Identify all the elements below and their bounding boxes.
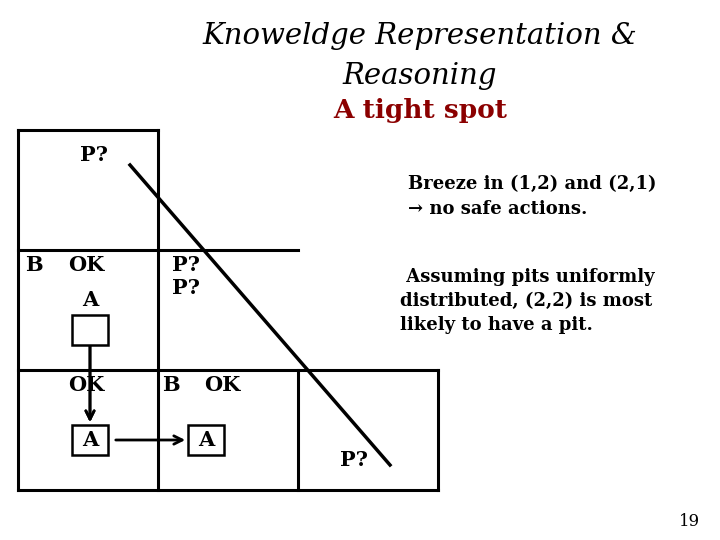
Text: 19: 19 bbox=[679, 513, 700, 530]
Text: B: B bbox=[162, 375, 179, 395]
Text: P?: P? bbox=[172, 255, 200, 275]
Text: Assuming pits uniformly: Assuming pits uniformly bbox=[400, 268, 654, 286]
Text: P?: P? bbox=[340, 450, 368, 470]
Text: OK: OK bbox=[68, 255, 104, 275]
Text: likely to have a pit.: likely to have a pit. bbox=[400, 316, 593, 334]
Text: A: A bbox=[198, 430, 214, 450]
Text: Reasoning: Reasoning bbox=[343, 62, 498, 90]
Text: A: A bbox=[82, 290, 98, 310]
Text: P?: P? bbox=[172, 278, 200, 298]
Text: A: A bbox=[82, 430, 98, 450]
Text: A tight spot: A tight spot bbox=[333, 98, 507, 123]
Text: P?: P? bbox=[80, 145, 108, 165]
Text: distributed, (2,2) is most: distributed, (2,2) is most bbox=[400, 292, 652, 310]
Text: Breeze in (1,2) and (2,1): Breeze in (1,2) and (2,1) bbox=[408, 175, 657, 193]
Text: → no safe actions.: → no safe actions. bbox=[408, 200, 588, 218]
Text: OK: OK bbox=[204, 375, 240, 395]
Text: OK: OK bbox=[68, 375, 104, 395]
Bar bbox=[72, 315, 108, 345]
Bar bbox=[188, 425, 224, 455]
Text: Knoweldge Representation &: Knoweldge Representation & bbox=[202, 22, 637, 50]
Bar bbox=[72, 425, 108, 455]
Text: B: B bbox=[25, 255, 42, 275]
